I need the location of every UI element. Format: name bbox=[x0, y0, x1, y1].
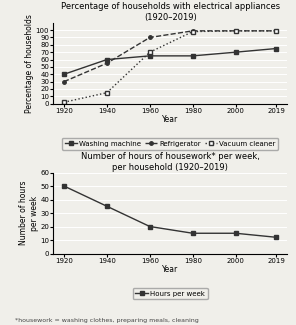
Hours per week bbox=[105, 204, 109, 208]
Washing machine bbox=[191, 54, 194, 58]
Vacuum cleaner bbox=[105, 91, 109, 95]
Washing machine bbox=[148, 54, 152, 58]
Text: *housework = washing clothes, preparing meals, cleaning: *housework = washing clothes, preparing … bbox=[15, 318, 199, 323]
Refrigerator bbox=[234, 29, 237, 33]
Refrigerator bbox=[62, 80, 66, 84]
Title: Percentage of households with electrical appliances
(1920–2019): Percentage of households with electrical… bbox=[61, 2, 280, 22]
Legend: Washing machine, Refrigerator, Vacuum cleaner: Washing machine, Refrigerator, Vacuum cl… bbox=[62, 138, 278, 150]
Hours per week bbox=[275, 235, 278, 239]
Refrigerator bbox=[191, 29, 194, 33]
Vacuum cleaner bbox=[62, 100, 66, 104]
Refrigerator bbox=[275, 29, 278, 33]
Vacuum cleaner bbox=[148, 50, 152, 54]
Refrigerator bbox=[148, 35, 152, 39]
Y-axis label: Number of hours
per week: Number of hours per week bbox=[19, 181, 39, 245]
Hours per week bbox=[148, 225, 152, 228]
Washing machine bbox=[105, 58, 109, 61]
Vacuum cleaner bbox=[275, 29, 278, 33]
Washing machine bbox=[62, 72, 66, 76]
Hours per week bbox=[234, 231, 237, 235]
Line: Refrigerator: Refrigerator bbox=[62, 29, 278, 84]
Y-axis label: Percentage of households: Percentage of households bbox=[25, 14, 34, 113]
Title: Number of hours of housework* per week,
per household (1920–2019): Number of hours of housework* per week, … bbox=[81, 152, 260, 172]
Line: Hours per week: Hours per week bbox=[62, 184, 278, 239]
Vacuum cleaner bbox=[234, 29, 237, 33]
X-axis label: Year: Year bbox=[162, 115, 178, 124]
Washing machine bbox=[234, 50, 237, 54]
Legend: Hours per week: Hours per week bbox=[133, 288, 208, 299]
Line: Vacuum cleaner: Vacuum cleaner bbox=[62, 29, 278, 104]
X-axis label: Year: Year bbox=[162, 265, 178, 274]
Hours per week bbox=[62, 184, 66, 188]
Vacuum cleaner bbox=[191, 30, 194, 33]
Line: Washing machine: Washing machine bbox=[62, 47, 278, 76]
Refrigerator bbox=[105, 61, 109, 65]
Washing machine bbox=[275, 46, 278, 50]
Hours per week bbox=[191, 231, 194, 235]
